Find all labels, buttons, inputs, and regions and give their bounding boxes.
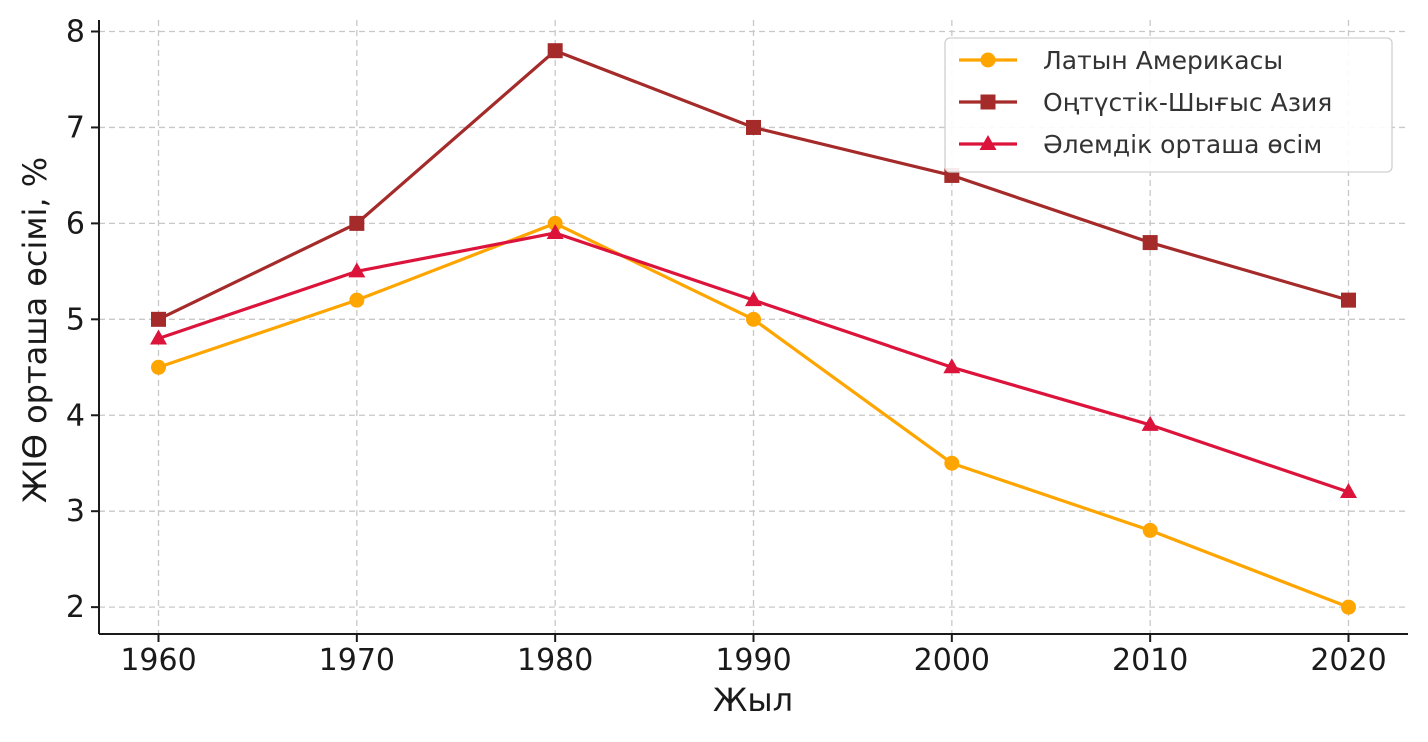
- y-tick-label: 2: [66, 590, 85, 625]
- data-point: [1340, 483, 1357, 499]
- legend-marker: [980, 94, 996, 110]
- axes: 1960 1970 1980 1990 2000 2010 2020 2 3 4 5 6 7 8: [66, 15, 1408, 678]
- x-tick-label: 1990: [715, 643, 791, 678]
- legend: Латын Америкасы Оңтүстік-Шығыс Азия Әлемді…: [944, 37, 1393, 173]
- data-point: [348, 262, 366, 278]
- data-point: [547, 215, 563, 231]
- series-1: [151, 215, 1356, 615]
- y-tick-label: 4: [66, 398, 85, 433]
- y-axis-label: ЖІӨ орташа өсімі, %: [16, 157, 54, 503]
- x-tick-label: 2020: [1310, 643, 1386, 678]
- y-tick-label: 6: [66, 206, 85, 241]
- data-point: [745, 291, 762, 307]
- y-tick-label: 5: [66, 302, 85, 337]
- data-point: [546, 223, 564, 239]
- data-point: [1142, 235, 1158, 251]
- y-tick-label: 3: [66, 494, 85, 529]
- data-point: [1341, 599, 1356, 615]
- data-point: [746, 119, 761, 135]
- data-point: [746, 311, 761, 327]
- legend-label: Латын Америкасы: [1043, 46, 1283, 75]
- series-layer: [150, 43, 1357, 615]
- legend-marker: [980, 52, 996, 68]
- data-point: [547, 43, 563, 59]
- x-tick-label: 1970: [319, 643, 395, 678]
- data-point: [943, 358, 961, 374]
- data-point: [1142, 522, 1158, 538]
- data-point: [1341, 292, 1356, 308]
- y-tick-label: 8: [66, 15, 85, 50]
- data-point: [1141, 415, 1159, 431]
- data-point: [151, 311, 166, 327]
- data-point: [150, 329, 167, 345]
- data-point: [349, 292, 365, 308]
- data-point: [944, 455, 960, 471]
- series-3: [150, 223, 1357, 499]
- legend-label: Оңтүстік-Шығыс Азия: [1043, 88, 1332, 117]
- data-point: [151, 359, 166, 375]
- x-tick-label: 2010: [1112, 643, 1188, 678]
- data-point: [349, 215, 365, 231]
- x-tick-label: 1980: [517, 643, 593, 678]
- x-tick-label: 2000: [914, 643, 990, 678]
- legend-box: [944, 37, 1393, 173]
- x-axis-label: Жыл: [713, 681, 793, 719]
- legend-marker: [979, 135, 997, 150]
- y-tick-label: 7: [66, 110, 85, 145]
- x-tick-label: 1960: [120, 643, 196, 678]
- legend-label: Әлемдік орташа өсім: [1043, 130, 1322, 159]
